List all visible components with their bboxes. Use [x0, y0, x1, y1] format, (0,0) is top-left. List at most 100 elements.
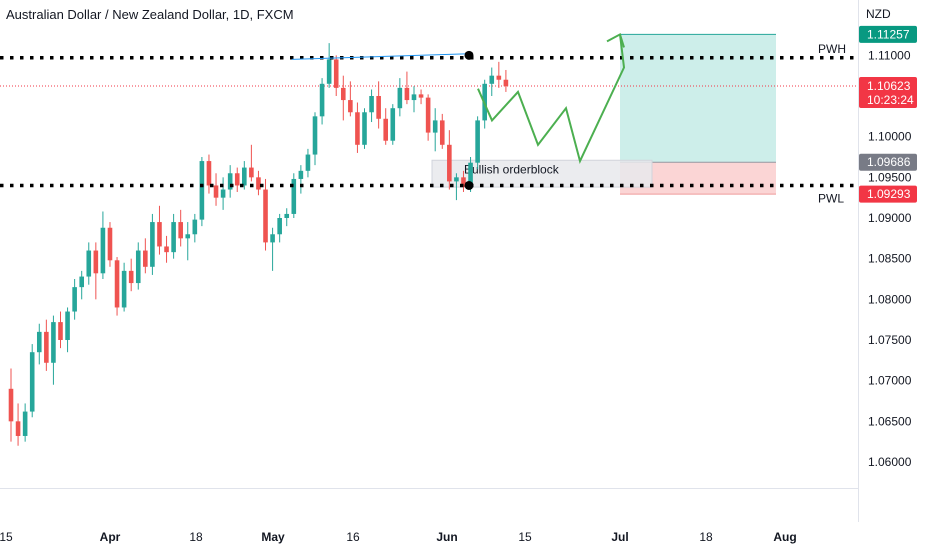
candle-body — [319, 83, 325, 117]
candle[interactable] — [397, 78, 403, 117]
candle-body — [404, 87, 410, 101]
time-tick-label: 18 — [699, 530, 713, 544]
countdown-tag: 10:23:24 — [867, 93, 914, 107]
chart-title: Australian Dollar / New Zealand Dollar, … — [6, 7, 294, 22]
candle[interactable] — [206, 154, 212, 194]
candle[interactable] — [227, 165, 233, 198]
candle-body — [383, 118, 389, 141]
candle[interactable] — [164, 235, 169, 263]
price-tick-label: 1.11000 — [868, 48, 911, 62]
target-price-tag: 1.11257 — [867, 27, 910, 41]
candle[interactable] — [121, 262, 127, 312]
candle[interactable] — [383, 108, 389, 145]
candle[interactable] — [22, 403, 28, 442]
candle[interactable] — [461, 170, 466, 192]
candle[interactable] — [503, 69, 509, 92]
candle-body — [256, 177, 261, 190]
candle[interactable] — [72, 279, 77, 320]
candle[interactable] — [93, 242, 99, 300]
candle[interactable] — [489, 67, 495, 96]
candle[interactable] — [8, 368, 14, 442]
candle[interactable] — [312, 112, 318, 166]
candle[interactable] — [143, 238, 148, 274]
candle-body — [150, 222, 155, 267]
candle[interactable] — [284, 208, 290, 227]
candle-body — [58, 322, 63, 340]
candle[interactable] — [340, 75, 346, 121]
candle[interactable] — [58, 311, 63, 349]
candle[interactable] — [157, 205, 162, 255]
candle[interactable] — [135, 242, 141, 290]
candle[interactable] — [249, 144, 254, 182]
candle[interactable] — [44, 319, 49, 371]
candle[interactable] — [36, 323, 42, 365]
candle[interactable] — [447, 130, 452, 190]
candle[interactable] — [425, 94, 431, 141]
candle[interactable] — [439, 113, 445, 149]
entry-price-tag: 1.09686 — [867, 155, 911, 169]
candle[interactable] — [369, 89, 374, 123]
candle-body — [22, 411, 28, 436]
candle[interactable] — [390, 104, 396, 145]
currency-label: NZD — [866, 7, 891, 21]
projection-path[interactable] — [477, 34, 626, 165]
candle-body — [461, 177, 466, 188]
candle[interactable] — [29, 344, 35, 418]
candle[interactable] — [150, 213, 155, 275]
candle[interactable] — [348, 81, 353, 117]
candle[interactable] — [171, 213, 176, 259]
candle[interactable] — [128, 258, 134, 292]
candle[interactable] — [178, 209, 183, 247]
candle-body — [86, 250, 92, 277]
candle[interactable] — [333, 55, 339, 96]
candle[interactable] — [362, 108, 367, 149]
candle[interactable] — [319, 78, 325, 125]
candle[interactable] — [15, 403, 21, 446]
time-tick-label: 15 — [518, 530, 532, 544]
candle-body — [121, 270, 127, 308]
price-tick-label: 1.10000 — [868, 130, 912, 144]
candle[interactable] — [270, 227, 275, 271]
candle[interactable] — [411, 86, 417, 113]
candle[interactable] — [326, 43, 332, 88]
candle[interactable] — [418, 89, 424, 105]
candle[interactable] — [65, 307, 70, 353]
candle[interactable] — [185, 222, 191, 261]
candle[interactable] — [242, 161, 247, 190]
price-tick-label: 1.08000 — [868, 292, 912, 306]
candle[interactable] — [291, 173, 297, 218]
pwl-anchor-point[interactable] — [464, 180, 474, 190]
candle[interactable] — [86, 242, 92, 285]
candle[interactable] — [305, 148, 311, 178]
candle[interactable] — [79, 270, 84, 300]
candle[interactable] — [454, 173, 459, 201]
highs-trendline[interactable] — [291, 53, 470, 60]
candle[interactable] — [220, 177, 226, 210]
candle[interactable] — [192, 213, 198, 243]
candle-body — [192, 219, 198, 235]
candle[interactable] — [277, 213, 282, 243]
candle[interactable] — [475, 116, 480, 170]
candle[interactable] — [51, 315, 56, 385]
candle-body — [355, 112, 360, 145]
candle-body — [157, 222, 162, 247]
candle[interactable] — [298, 165, 304, 194]
candle[interactable] — [114, 257, 120, 316]
candle[interactable] — [496, 61, 502, 88]
candle[interactable] — [234, 167, 240, 192]
candle[interactable] — [432, 108, 438, 152]
candle[interactable] — [376, 81, 381, 129]
candle-body — [114, 260, 120, 308]
pwh-anchor-point[interactable] — [464, 50, 474, 60]
candle[interactable] — [263, 178, 268, 251]
candle[interactable] — [404, 71, 410, 105]
candle-body — [36, 331, 42, 353]
candle[interactable] — [199, 157, 205, 227]
candle[interactable] — [256, 170, 261, 196]
candle[interactable] — [213, 173, 219, 206]
candle[interactable] — [355, 102, 360, 153]
candle[interactable] — [100, 211, 106, 279]
bullish-orderblock-label: Bullish orderblock — [464, 162, 560, 176]
candle[interactable] — [107, 222, 113, 267]
